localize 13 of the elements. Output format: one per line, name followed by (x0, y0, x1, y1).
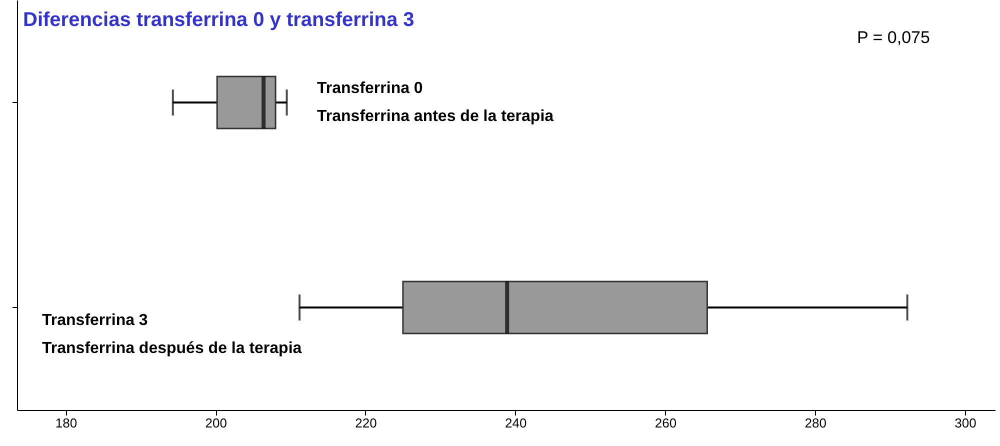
annotation: Transferrina después de la terapia (42, 340, 302, 357)
x-tick-label: 280 (804, 416, 826, 430)
x-tick-label: 220 (355, 416, 377, 430)
annotation: Transferrina 0 (317, 80, 423, 97)
x-tick-label: 260 (654, 416, 677, 430)
annotation: P = 0,075 (857, 28, 930, 47)
x-tick-label: 300 (954, 416, 976, 430)
annotation: Transferrina antes de la terapia (317, 108, 554, 125)
x-tick-label: 180 (55, 416, 78, 430)
annotation: Transferrina 3 (42, 312, 148, 329)
chart-title: Diferencias transferrina 0 y transferrina 3 (23, 9, 414, 31)
x-tick-label: 200 (205, 416, 227, 430)
x-tick-label: 240 (505, 416, 527, 430)
